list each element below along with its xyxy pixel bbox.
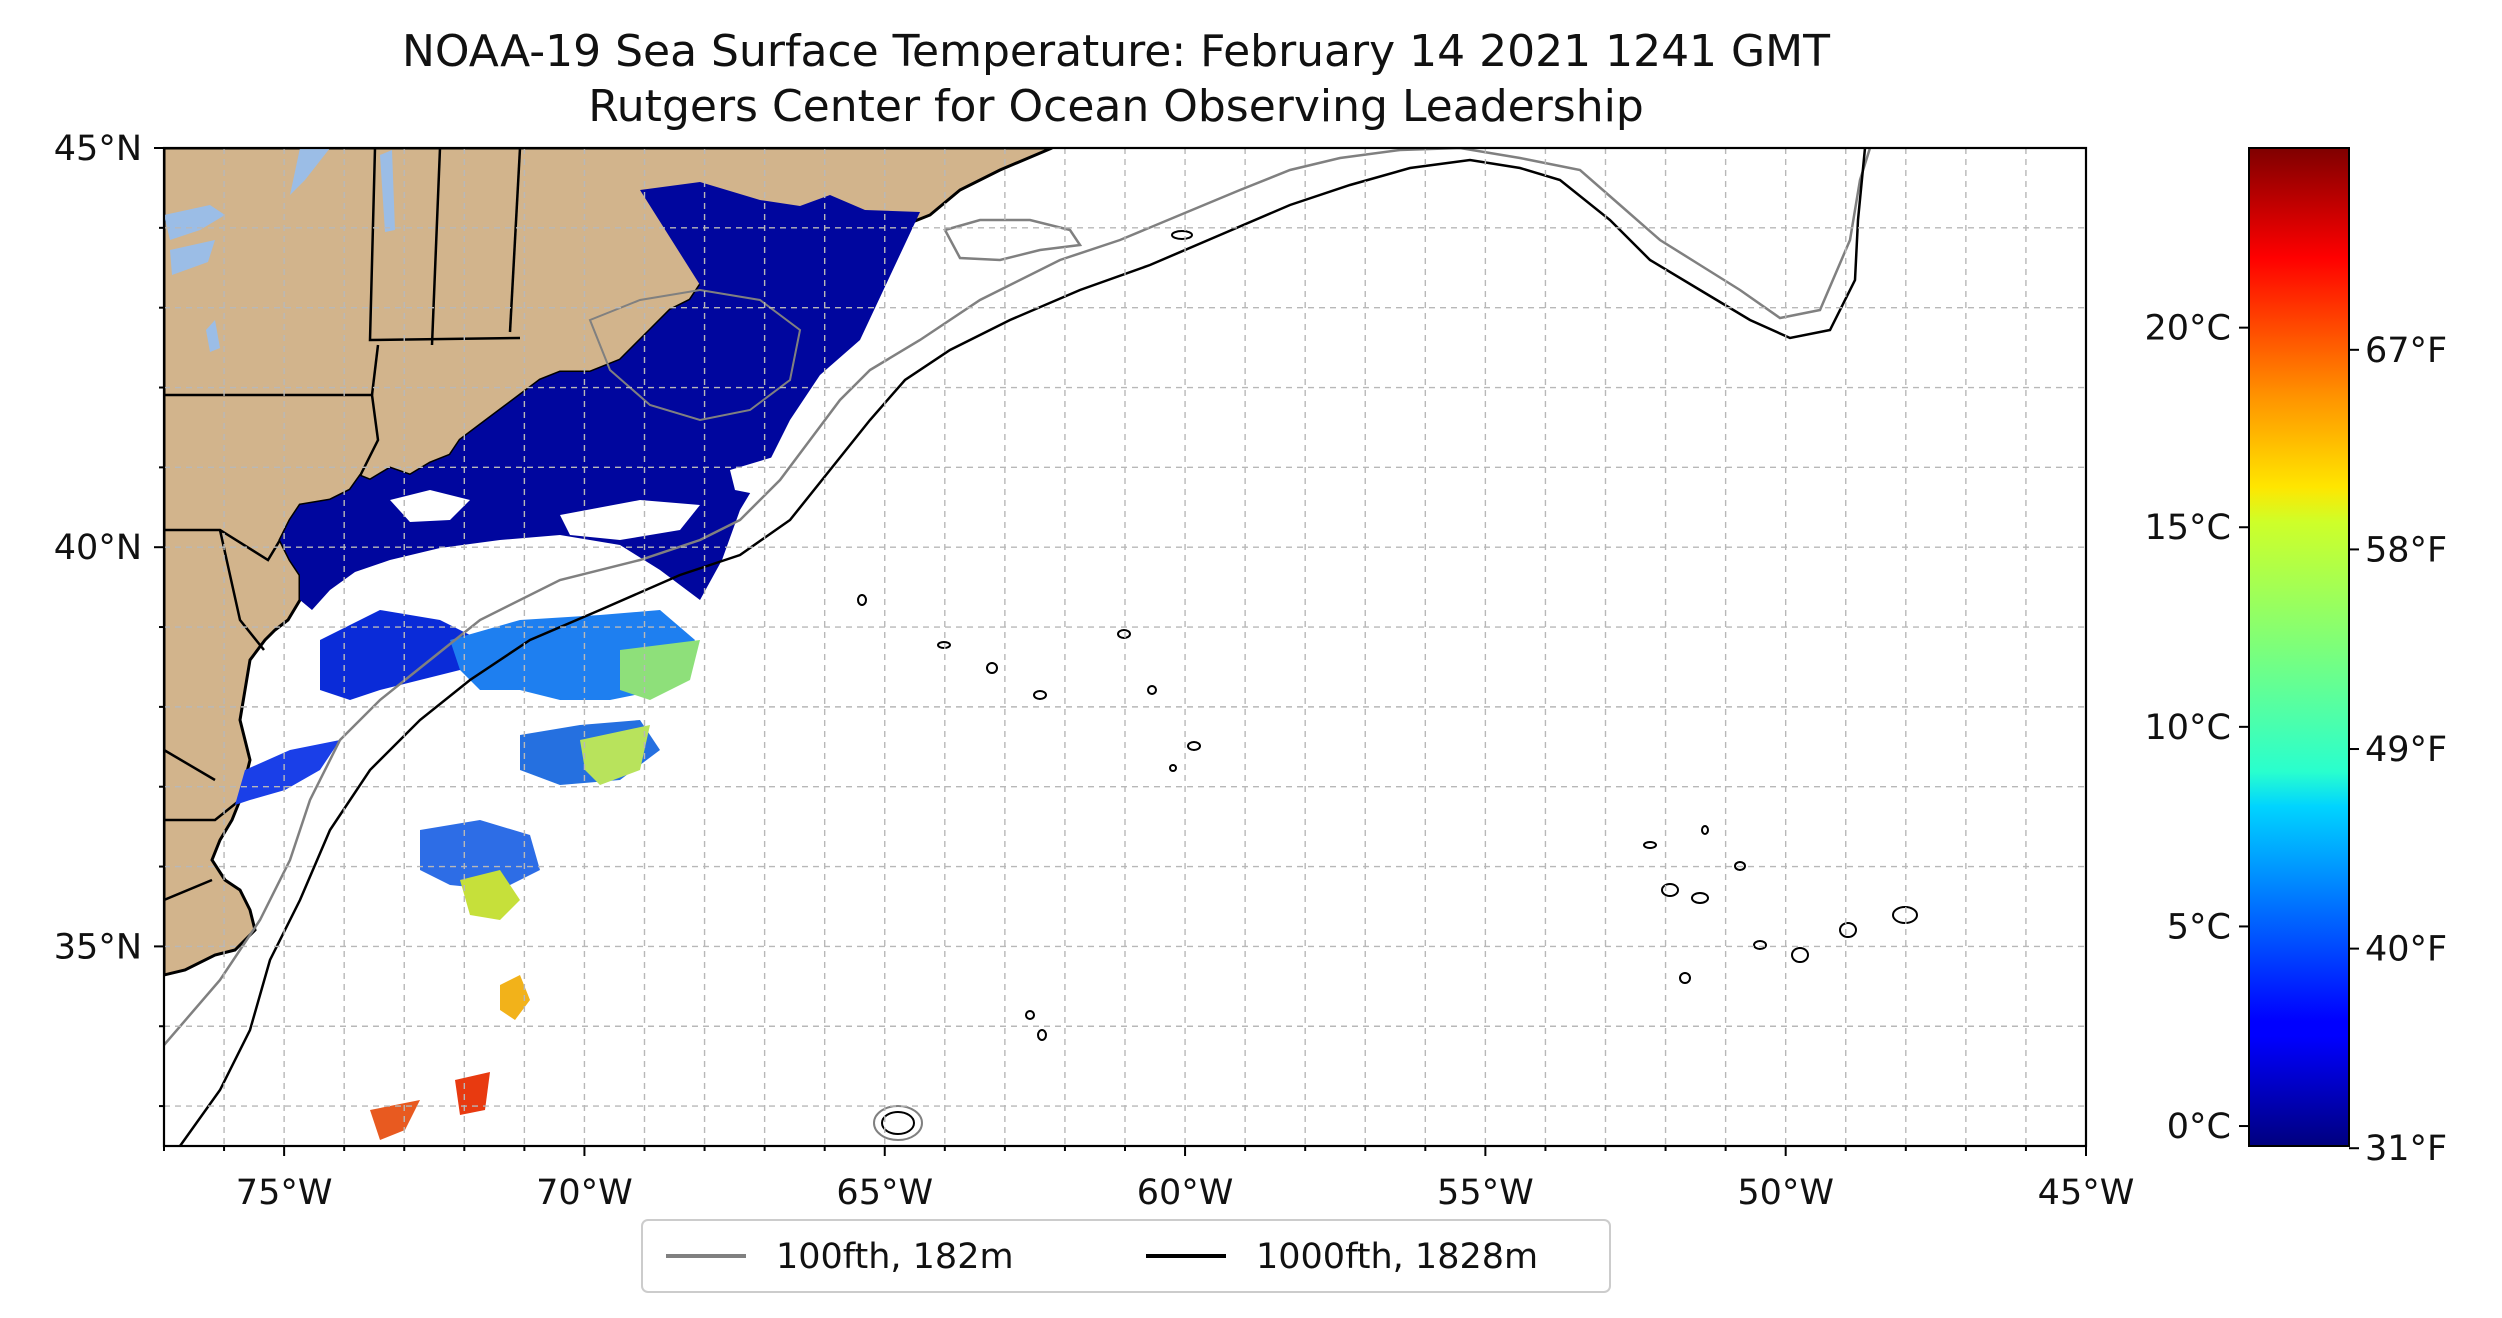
- y-tick-label: 40°N: [54, 528, 142, 568]
- x-tick-label: 50°W: [1737, 1173, 1834, 1213]
- state-boundaries: [164, 148, 522, 902]
- legend-box: [641, 1219, 1611, 1293]
- y-tick-label: 45°N: [54, 129, 142, 169]
- sst-warm-patch-4: [500, 975, 530, 1020]
- graticule: [164, 148, 2086, 1146]
- isobath-legend: 100fth, 182m 1000fth, 1828m: [641, 1219, 1611, 1293]
- colorbar-celsius-label: 5°C: [2167, 907, 2231, 947]
- colorbar-fahrenheit-label: 58°F: [2365, 530, 2447, 570]
- isobath-100fth-gulf-detail: [588, 288, 802, 422]
- isobath-100fth-georges-bank: [943, 218, 1083, 262]
- sst-warm-patch-1: [620, 640, 700, 700]
- axis-tick-labels: 75°W 70°W 65°W 60°W 55°W 50°W 45°W 35°N 40°N 45°N: [54, 129, 2135, 1213]
- sst-warm-patch-2: [580, 725, 650, 785]
- colorbar-fahrenheit-label: 31°F: [2365, 1129, 2447, 1169]
- sst-warm-patch-3: [460, 870, 520, 920]
- colorbar-celsius-label: 15°C: [2145, 508, 2231, 548]
- colorbar-ticks: [2239, 326, 2359, 1150]
- isobath-1000fth: [178, 148, 1867, 1146]
- sst-cool-patch-3: [420, 820, 540, 890]
- axis-ticks: [154, 147, 2087, 1156]
- map-panel: 75°W 70°W 65°W 60°W 55°W 50°W 45°W 35°N 40°N 45°N: [54, 129, 2135, 1213]
- sst-cold-shelf-south: [235, 740, 340, 805]
- colorbar: 0°C 5°C 10°C 15°C 20°C 31°F 40°F 49°F 58°F 67°F: [2145, 147, 2448, 1170]
- x-tick-label: 45°W: [2038, 1173, 2135, 1213]
- colorbar-fahrenheit-label: 40°F: [2365, 930, 2447, 970]
- colorbar-celsius-label: 0°C: [2167, 1107, 2231, 1147]
- seamount-gray: [873, 1105, 923, 1141]
- cloud-gaps: [390, 370, 850, 540]
- colorbar-celsius-label: 20°C: [2145, 309, 2231, 349]
- sst-hot-patch-2: [370, 1100, 420, 1140]
- sst-hot-patch-1: [455, 1072, 490, 1115]
- map-title: NOAA-19 Sea Surface Temperature: Februar…: [402, 26, 1830, 77]
- sst-cold-midatlantic: [320, 610, 480, 700]
- colorbar-fahrenheit-label: 67°F: [2365, 331, 2447, 371]
- x-tick-label: 55°W: [1437, 1173, 1534, 1213]
- x-tick-label: 75°W: [236, 1173, 333, 1213]
- isobath-100fth: [164, 148, 1872, 1046]
- seamounts: [857, 230, 1918, 1135]
- sst-data: [235, 182, 920, 1140]
- map-subtitle: Rutgers Center for Ocean Observing Leade…: [588, 81, 1644, 132]
- y-tick-label: 35°N: [54, 927, 142, 967]
- lakes: [164, 148, 395, 352]
- legend-label-1000fth: 1000fth, 1828m: [1256, 1237, 1538, 1277]
- colorbar-celsius-label: 10°C: [2145, 708, 2231, 748]
- x-tick-label: 70°W: [536, 1173, 633, 1213]
- colorbar-fahrenheit-label: 49°F: [2365, 730, 2447, 770]
- colorbar-gradient: [2248, 147, 2350, 1147]
- legend-label-100fth: 100fth, 182m: [776, 1237, 1014, 1277]
- colorbar-tick-labels: 0°C 5°C 10°C 15°C 20°C 31°F 40°F 49°F 58°F 67°F: [2145, 309, 2448, 1170]
- x-tick-label: 65°W: [836, 1173, 933, 1213]
- x-tick-label: 60°W: [1137, 1173, 1234, 1213]
